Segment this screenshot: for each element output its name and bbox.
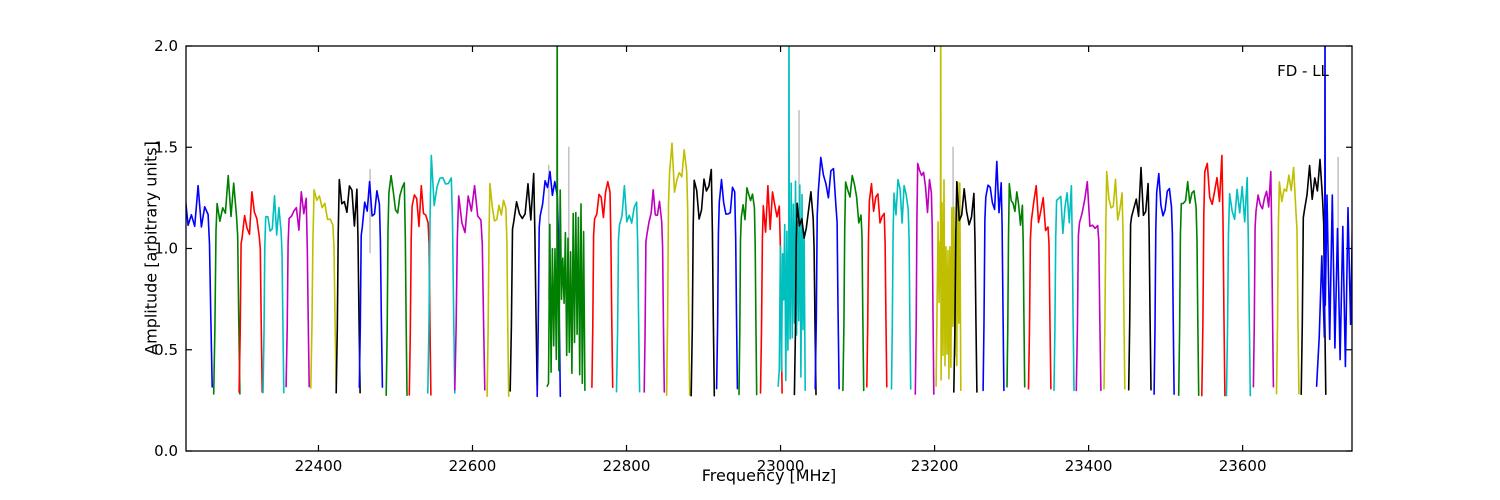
subband-trace [952, 180, 978, 393]
y-axis-label: Amplitude [arbitrary units] [141, 141, 161, 355]
subband-trace [385, 174, 408, 397]
subband-trace [665, 142, 691, 396]
subband-trace [285, 191, 311, 388]
subband-trace [186, 184, 213, 388]
subband-trace [426, 154, 456, 394]
x-tick-label: 23600 [1219, 457, 1267, 475]
subband-trace [1252, 170, 1275, 388]
subband-trace [309, 189, 338, 389]
subband-trace [408, 184, 432, 396]
y-tick-label: 0.0 [154, 442, 178, 460]
subband-trace [890, 178, 912, 390]
subband-trace [1177, 180, 1200, 397]
x-tick-label: 23000 [757, 457, 805, 475]
subband-trace [238, 191, 264, 393]
subband-trace [486, 182, 510, 398]
subband-trace [1006, 182, 1026, 388]
x-axis-label: Frequency [MHz] [701, 466, 837, 485]
subband-trace [777, 46, 807, 392]
subband-trace [865, 182, 888, 388]
subband-trace [814, 156, 840, 390]
subband-trace [1275, 166, 1300, 395]
subband-trace [262, 195, 285, 394]
subband-trace [453, 184, 486, 391]
x-tick-label: 23400 [1065, 457, 1113, 475]
subband-trace [1027, 184, 1052, 390]
subband-trace [1103, 170, 1126, 390]
subband-trace [1053, 184, 1075, 392]
x-tick-label: 22400 [295, 457, 343, 475]
y-tick-label: 1.5 [154, 138, 178, 156]
subband-trace [1315, 46, 1352, 388]
y-tick-label: 0.5 [154, 341, 178, 359]
subband-trace [358, 180, 384, 388]
x-tick-label: 23200 [911, 457, 959, 475]
subband-trace [335, 178, 361, 394]
y-tick-label: 2.0 [154, 37, 178, 55]
subband-trace [738, 187, 758, 396]
y-tick-label: 1.0 [154, 240, 178, 258]
x-tick-label: 22800 [603, 457, 651, 475]
corner-annotation: FD - LL [1277, 62, 1329, 80]
subband-trace [1127, 166, 1152, 391]
subband-trace [715, 178, 739, 390]
subband-trace [1153, 172, 1175, 395]
subband-trace [759, 184, 783, 394]
subband-trace [914, 162, 935, 395]
subband-trace [212, 174, 241, 395]
subband-trace [842, 174, 865, 392]
subband-trace [509, 172, 539, 392]
subband-trace [546, 46, 586, 392]
subband-trace [982, 160, 1005, 392]
subband-trace [591, 180, 614, 389]
subband-trace [1225, 176, 1252, 397]
subband-trace [615, 184, 641, 393]
subband-trace [793, 191, 817, 396]
subband-trace [1201, 154, 1226, 397]
subband-trace [643, 189, 666, 393]
x-tick-label: 22600 [449, 457, 497, 475]
subband-trace [1300, 158, 1327, 396]
subband-trace [690, 168, 716, 397]
subband-trace [1075, 180, 1102, 392]
